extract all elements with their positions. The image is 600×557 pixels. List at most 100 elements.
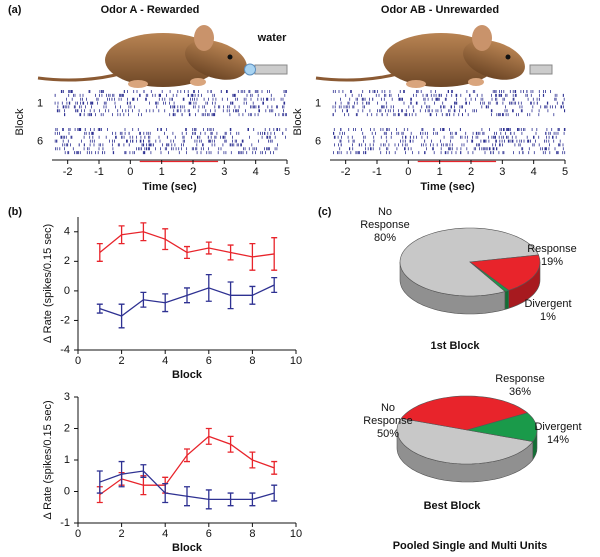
water-drop xyxy=(244,63,256,76)
x-axis-label: Time (sec) xyxy=(142,181,197,193)
row-label: 1 xyxy=(37,97,43,109)
error-bar xyxy=(162,228,169,251)
row-label: 6 xyxy=(37,135,43,147)
error-bar xyxy=(118,460,125,488)
pie-slice xyxy=(396,418,534,465)
x-tick-label: 6 xyxy=(206,355,212,367)
error-bar xyxy=(140,464,147,478)
x-tick-label: 4 xyxy=(162,528,168,540)
x-tick-label: 3 xyxy=(221,166,227,178)
x-tick-label: 1 xyxy=(437,166,443,178)
x-axis-label: Block xyxy=(172,542,203,554)
x-tick-label: 4 xyxy=(531,166,537,178)
slice-value-label: 14% xyxy=(546,434,570,446)
y-axis-label: Block xyxy=(14,108,26,135)
panel-title: Odor A - Rewarded xyxy=(101,4,200,16)
y-tick-label: 0 xyxy=(64,285,70,297)
error-bar xyxy=(140,291,147,308)
x-axis-label: Block xyxy=(172,369,203,381)
x-tick-label: 5 xyxy=(562,166,568,178)
y-tick-label: 0 xyxy=(64,485,70,497)
error-bar xyxy=(96,242,103,262)
error-bar xyxy=(249,451,256,469)
water-tube xyxy=(529,64,553,75)
water-tube xyxy=(254,64,288,75)
pie-title: Best Block xyxy=(424,500,482,512)
x-tick-label: 2 xyxy=(119,355,125,367)
x-tick-label: 0 xyxy=(127,166,133,178)
error-bar xyxy=(249,242,256,271)
row-label: 6 xyxy=(315,135,321,147)
x-tick-label: 0 xyxy=(75,355,81,367)
error-bar xyxy=(118,303,125,329)
pie-side xyxy=(504,289,509,310)
error-bar xyxy=(162,293,169,313)
y-tick-label: 2 xyxy=(64,255,70,267)
error-bar xyxy=(184,448,190,463)
x-tick-label: 6 xyxy=(206,528,212,540)
error-bar xyxy=(271,276,278,294)
error-bar xyxy=(205,427,212,445)
error-bar xyxy=(96,470,103,494)
x-tick-label: 4 xyxy=(253,166,259,178)
error-bar xyxy=(184,287,190,304)
pie-slice xyxy=(466,412,538,442)
slice-label: No Response xyxy=(363,402,413,427)
slice-label: Response xyxy=(527,243,577,255)
mouse-illustration xyxy=(36,23,254,90)
y-tick-label: -4 xyxy=(60,344,70,356)
y-axis-label: Block xyxy=(292,108,304,135)
spike-raster xyxy=(333,128,566,155)
x-tick-label: -2 xyxy=(341,166,351,178)
error-bar xyxy=(162,482,169,504)
error-bar xyxy=(249,492,256,507)
x-tick-label: 8 xyxy=(249,355,255,367)
error-bar xyxy=(227,244,234,261)
x-tick-label: 0 xyxy=(75,528,81,540)
x-tick-label: -2 xyxy=(63,166,73,178)
pie-slice xyxy=(469,254,541,291)
x-tick-label: 10 xyxy=(290,355,302,367)
y-tick-label: 4 xyxy=(64,226,70,238)
spike-raster xyxy=(332,90,566,117)
error-bar xyxy=(184,486,190,507)
error-bar xyxy=(271,237,278,271)
slice-label: No Response xyxy=(360,206,410,231)
x-tick-label: 1 xyxy=(159,166,165,178)
slice-label: Divergent xyxy=(524,298,572,310)
x-tick-label: 5 xyxy=(284,166,290,178)
slice-value-label: 80% xyxy=(373,232,397,244)
error-bar xyxy=(184,245,190,260)
x-tick-label: 3 xyxy=(499,166,505,178)
error-bar xyxy=(227,281,234,310)
error-bar xyxy=(140,222,147,242)
caption: Pooled Single and Multi Units xyxy=(393,540,548,552)
error-bar xyxy=(271,460,278,475)
x-tick-label: 10 xyxy=(290,528,302,540)
y-tick-label: 2 xyxy=(64,422,70,434)
annotation: water xyxy=(257,32,287,44)
error-bar xyxy=(227,435,234,453)
error-bar xyxy=(205,273,212,302)
x-tick-label: 8 xyxy=(249,528,255,540)
error-bar xyxy=(249,285,256,305)
y-axis-label: Δ Rate (spikes/0.15 sec) xyxy=(42,224,54,343)
x-tick-label: 0 xyxy=(405,166,411,178)
panel-label: (b) xyxy=(8,206,22,218)
x-tick-label: 2 xyxy=(190,166,196,178)
spike-raster xyxy=(54,90,287,117)
x-tick-label: -1 xyxy=(372,166,382,178)
y-tick-label: 3 xyxy=(64,391,70,403)
slice-value-label: 50% xyxy=(376,428,400,440)
slice-value-label: 1% xyxy=(540,311,556,323)
slice-label: Divergent xyxy=(534,421,582,433)
y-tick-label: -2 xyxy=(60,314,70,326)
mouse-illustration xyxy=(314,23,532,90)
pie-slice xyxy=(399,227,539,297)
panel-label: (c) xyxy=(318,206,332,218)
x-tick-label: 4 xyxy=(162,355,168,367)
error-bar xyxy=(227,492,234,507)
x-tick-label: -1 xyxy=(94,166,104,178)
